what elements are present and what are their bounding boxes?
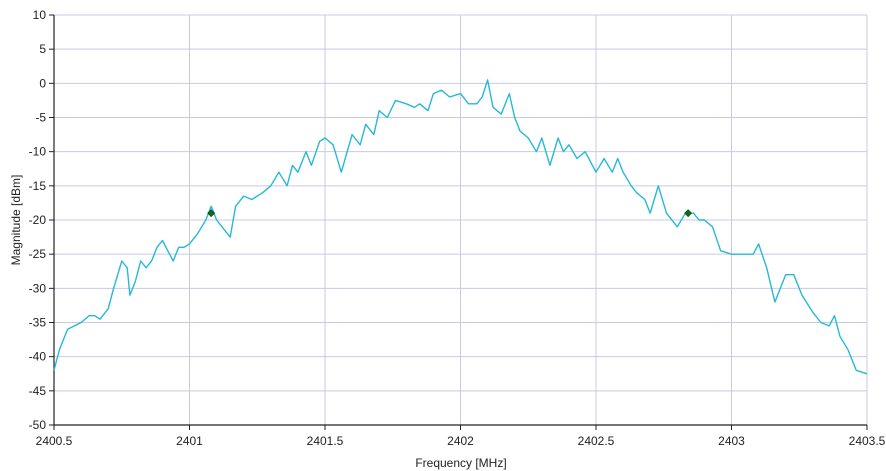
y-tick-label: -40 bbox=[29, 350, 47, 364]
spectrum-line bbox=[53, 79, 868, 375]
marker-point bbox=[207, 209, 216, 218]
x-tick-label: 2402 bbox=[447, 434, 474, 448]
marker-layer bbox=[207, 209, 693, 218]
y-tick-label: -50 bbox=[29, 418, 47, 432]
x-tick-label: 2403 bbox=[718, 434, 745, 448]
marker-point bbox=[684, 209, 693, 218]
x-axis-title: Frequency [MHz] bbox=[415, 456, 506, 470]
y-tick-label: 10 bbox=[33, 8, 47, 22]
series-layer bbox=[53, 79, 868, 375]
x-tick-label: 2402.5 bbox=[578, 434, 615, 448]
y-tick-label: 5 bbox=[39, 42, 46, 56]
y-tick-label: -35 bbox=[29, 316, 47, 330]
y-axis-title: Magnitude [dBm] bbox=[9, 175, 23, 266]
y-tick-label: -30 bbox=[29, 281, 47, 295]
x-tick-label: 2401 bbox=[176, 434, 203, 448]
y-tick-label: -45 bbox=[29, 384, 47, 398]
y-tick-label: -15 bbox=[29, 179, 47, 193]
grid-lines bbox=[54, 14, 868, 425]
y-tick-label: -10 bbox=[29, 145, 47, 159]
x-tick-label: 2401.5 bbox=[307, 434, 344, 448]
x-tick-label: 2403.5 bbox=[849, 434, 886, 448]
y-tick-label: -25 bbox=[29, 247, 47, 261]
tick-labels: 2400.5 2401 2401.5 2402 2402.5 2403 2403.5 10 5 0… bbox=[29, 8, 886, 448]
y-tick-label: 0 bbox=[39, 76, 46, 90]
y-tick-label: -5 bbox=[35, 111, 46, 125]
x-tick-label: 2400.5 bbox=[36, 434, 73, 448]
y-tick-label: -20 bbox=[29, 213, 47, 227]
axes bbox=[49, 14, 868, 430]
